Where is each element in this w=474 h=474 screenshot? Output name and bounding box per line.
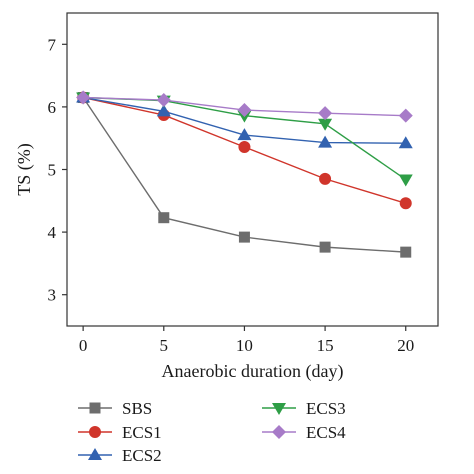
legend-marker [272, 402, 286, 415]
legend-item-sbs: SBS [78, 399, 152, 418]
legend-label: ECS1 [122, 423, 162, 442]
legend-label: SBS [122, 399, 152, 418]
data-point-ecs4 [76, 90, 91, 105]
x-tick-label: 15 [317, 336, 334, 355]
legend-item-ecs3: ECS3 [262, 399, 346, 418]
y-tick-label: 5 [48, 161, 57, 180]
data-point-ecs4 [237, 103, 252, 118]
data-point-ecs4 [156, 93, 171, 108]
legend-label: ECS3 [306, 399, 346, 418]
legend-label: ECS2 [122, 446, 162, 465]
plot-frame [66, 12, 439, 327]
y-tick-label: 3 [48, 286, 57, 305]
legend: SBS ECS1 ECS2 ECS3 ECS4 [78, 399, 346, 465]
data-point-ecs2 [398, 136, 413, 149]
data-point-ecs2 [318, 135, 333, 148]
data-point-sbs [158, 212, 170, 224]
data-point-ecs3 [398, 174, 413, 187]
data-point-ecs2 [237, 128, 252, 141]
legend-marker [89, 402, 101, 414]
data-point-ecs1 [238, 140, 251, 153]
y-tick-label: 7 [48, 35, 57, 54]
y-axis: 3 4 5 6 7 [48, 35, 67, 305]
x-tick-label: 0 [79, 336, 88, 355]
series-ecs4 [76, 90, 413, 123]
y-axis-title: TS (%) [14, 143, 35, 196]
data-point-ecs4 [398, 108, 413, 123]
data-point-ecs1 [319, 172, 332, 185]
data-point-sbs [400, 246, 412, 258]
plot-border [66, 12, 439, 327]
legend-marker [88, 448, 102, 461]
legend-item-ecs1: ECS1 [78, 423, 162, 442]
legend-marker [272, 425, 286, 439]
data-point-sbs [238, 231, 250, 243]
legend-item-ecs4: ECS4 [262, 423, 346, 442]
data-point-sbs [319, 241, 331, 253]
x-tick-label: 20 [397, 336, 414, 355]
legend-label: ECS4 [306, 423, 346, 442]
data-point-ecs3 [318, 118, 333, 131]
x-tick-label: 10 [236, 336, 253, 355]
x-tick-label: 5 [160, 336, 169, 355]
y-tick-label: 6 [48, 98, 57, 117]
x-axis: 0 5 10 15 20 [79, 326, 414, 355]
data-point-ecs4 [318, 106, 333, 121]
y-tick-label: 4 [48, 223, 57, 242]
data-point-ecs1 [399, 197, 412, 210]
legend-item-ecs2: ECS2 [78, 446, 162, 465]
legend-marker [89, 426, 101, 438]
series-layer [76, 90, 413, 258]
data-point-ecs2 [156, 104, 171, 117]
x-axis-title: Anaerobic duration (day) [162, 361, 344, 382]
